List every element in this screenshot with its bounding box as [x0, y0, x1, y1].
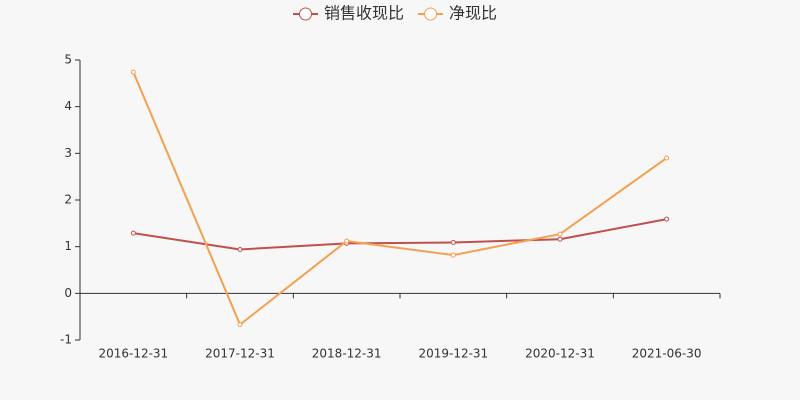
- point: [557, 231, 563, 237]
- y-tick-label: 5: [64, 53, 72, 67]
- y-tick-label: 4: [64, 99, 72, 113]
- point: [664, 216, 670, 222]
- y-tick-label: -1: [60, 333, 72, 347]
- point: [237, 246, 243, 252]
- legend-icon: [424, 7, 438, 21]
- y-tick-label: 3: [64, 146, 72, 160]
- y-tick-label: 2: [64, 193, 72, 207]
- point: [130, 69, 136, 75]
- series-line: [133, 218, 667, 251]
- x-tick-label: 2017-12-31: [205, 347, 275, 361]
- y-tick-label: 1: [64, 239, 72, 253]
- point: [557, 236, 563, 242]
- point: [664, 155, 670, 161]
- x-tick-label: 2018-12-31: [312, 347, 382, 361]
- y-tick-label: 0: [64, 286, 72, 300]
- point: [450, 239, 456, 245]
- x-tick-label: 2016-12-31: [98, 347, 168, 361]
- legend-label[interactable]: 销售收现比: [324, 4, 404, 23]
- x-tick-label: 2019-12-31: [418, 347, 488, 361]
- legend-label[interactable]: 净现比: [449, 4, 497, 23]
- x-tick-label: 2020-12-31: [525, 347, 595, 361]
- point: [237, 322, 243, 328]
- point: [344, 238, 350, 244]
- series-line: [132, 71, 668, 327]
- point: [450, 252, 456, 258]
- point: [130, 230, 136, 236]
- legend-icon: [299, 7, 312, 21]
- x-tick-label: 2021-06-30: [632, 347, 702, 361]
